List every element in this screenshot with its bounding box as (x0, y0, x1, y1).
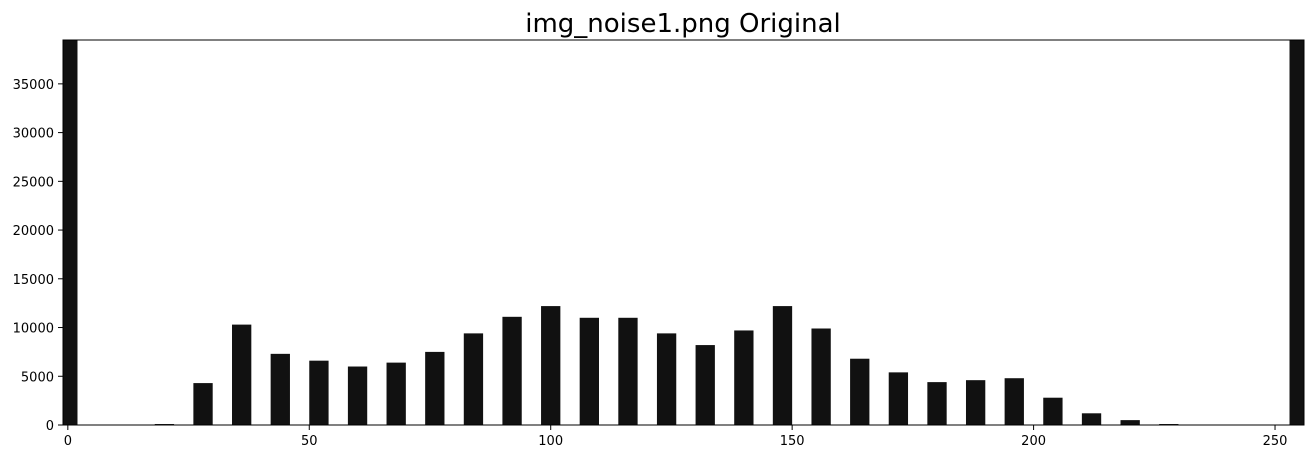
histogram-bar (193, 383, 213, 425)
y-tick-label: 20000 (13, 224, 54, 239)
histogram-bar (386, 362, 406, 425)
histogram-bar (695, 345, 715, 425)
histogram-bar (579, 317, 599, 425)
histogram-bar (1120, 420, 1140, 425)
y-tick-label: 0 (46, 419, 54, 434)
bars-group (63, 40, 1304, 425)
y-tick-label: 30000 (13, 127, 54, 142)
histogram-bar (1081, 413, 1102, 425)
histogram-bar (734, 330, 754, 425)
y-tick-label: 35000 (13, 78, 54, 93)
chart-title: img_noise1.png Original (525, 9, 841, 39)
histogram-bar (309, 360, 329, 425)
histogram-bar (772, 306, 793, 425)
histogram-bar (888, 372, 909, 425)
histogram-bar (811, 328, 831, 425)
histogram-bar (541, 306, 561, 425)
histogram-bar (347, 366, 368, 425)
histogram-bar (502, 316, 522, 425)
histogram-bar (270, 353, 290, 425)
histogram-bar (656, 333, 677, 425)
x-tick-label: 200 (1021, 434, 1046, 449)
x-tick-label: 100 (538, 434, 563, 449)
y-axis: 0 5000 10000 15000 20000 25000 30000 35000 (13, 78, 63, 434)
x-tick-label: 50 (301, 434, 318, 449)
x-tick-label: 150 (780, 434, 805, 449)
x-tick-label: 250 (1263, 434, 1288, 449)
histogram-bar (232, 324, 252, 425)
y-tick-label: 25000 (13, 175, 54, 190)
histogram-bar (1004, 378, 1024, 425)
y-tick-label: 5000 (21, 370, 54, 385)
x-tick-label: 0 (64, 434, 72, 449)
histogram-bar (463, 333, 484, 425)
histogram-bar (1289, 40, 1304, 425)
histogram-bar (63, 40, 78, 425)
histogram-bar (927, 382, 947, 425)
y-tick-label: 15000 (13, 273, 54, 288)
histogram-bar (618, 317, 638, 425)
histogram-bar (965, 380, 986, 425)
y-tick-label: 10000 (13, 322, 54, 337)
plot-area-frame (62, 39, 1305, 426)
x-axis: 0 50 100 150 200 250 (64, 425, 1288, 449)
histogram-bar (1043, 397, 1063, 425)
histogram-bar (850, 358, 870, 425)
histogram-bar (425, 351, 445, 425)
